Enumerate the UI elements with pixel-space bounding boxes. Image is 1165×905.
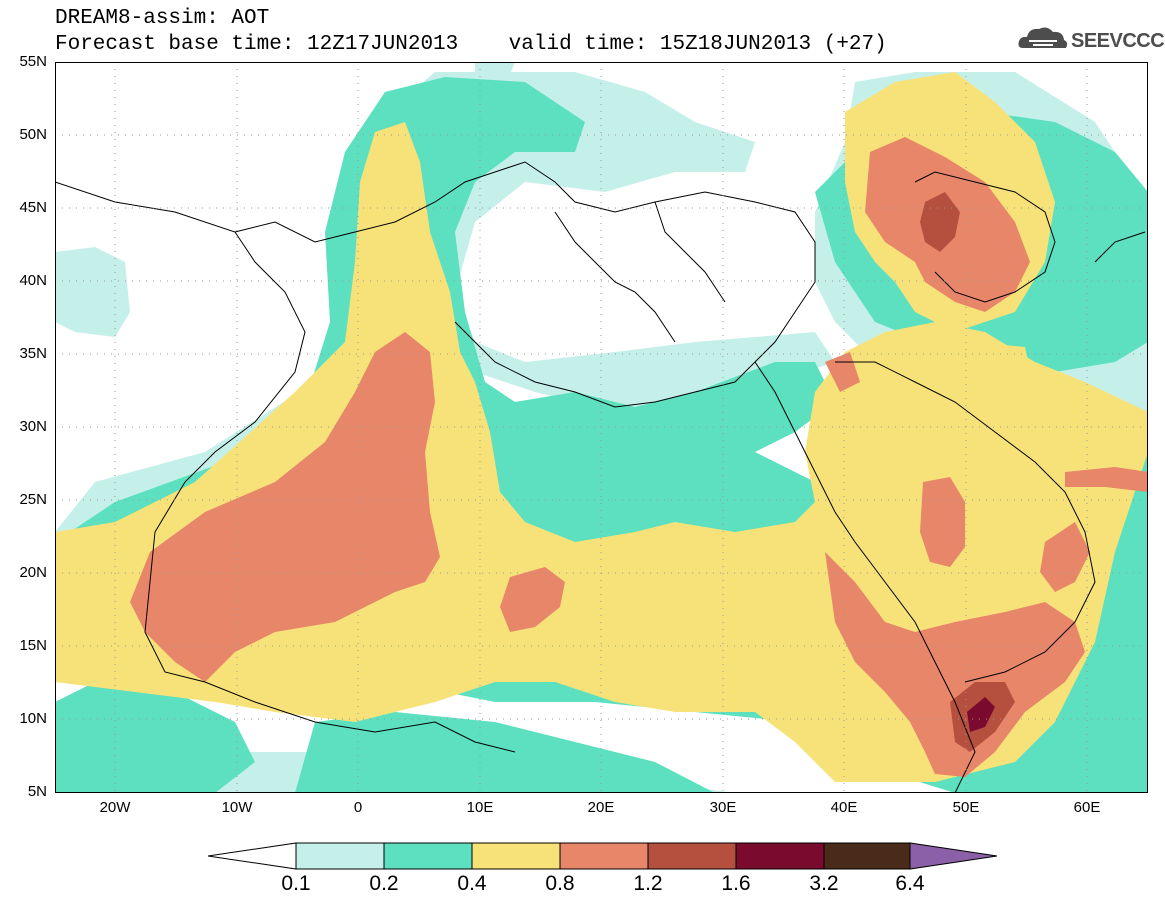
cloud-icon [1018,27,1068,48]
lon-label: 20E [587,799,615,816]
lon-label: 60E [1073,799,1101,816]
lat-label: 30N [19,418,47,435]
colorbar-swatch [559,842,649,870]
colorbar-label: 0.8 [545,872,575,895]
lon-label: 30E [709,799,737,816]
lat-label: 15N [19,637,47,654]
colorbar-label: 1.2 [633,872,663,895]
title-line-1: DREAM8-assim: AOT [55,7,270,30]
logo-text: SEEVCCC [1071,30,1165,52]
lat-label: 5N [27,783,47,800]
lon-label: 20W [99,799,131,816]
lat-label: 50N [19,126,47,143]
lat-label: 55N [19,53,47,70]
lon-label: 0 [353,799,363,816]
colorbar-label: 6.4 [895,872,925,895]
colorbar-swatch [823,842,911,870]
aot-map [55,62,1148,793]
colorbar-swatch [383,842,473,870]
lat-label: 25N [19,491,47,508]
seevccc-logo: SEEVCCC [1017,22,1165,56]
aot-colorbar [208,842,998,870]
gridlines [55,62,1148,793]
lat-label: 10N [19,710,47,727]
lon-label: 40E [830,799,858,816]
aot-band-0.8-1.2 [130,137,1148,777]
colorbar-swatch [471,842,561,870]
lat-label: 45N [19,199,47,216]
aot-contour-map [55,62,1148,793]
lat-label: 20N [19,564,47,581]
colorbar-swatch [295,842,385,870]
colorbar-label: 0.1 [281,872,311,895]
lon-label: 10W [221,799,253,816]
colorbar-arrow-low [208,842,297,870]
title-line-2: Forecast base time: 12Z17JUN2013 valid t… [55,33,887,56]
lon-label: 50E [952,799,980,816]
coastlines [55,161,1146,793]
colorbar-swatch [735,842,825,870]
colorbar-label: 3.2 [809,872,839,895]
colorbar-label: 1.6 [721,872,751,895]
colorbar-arrow-high [909,842,998,870]
lat-label: 40N [19,272,47,289]
lon-label: 10E [466,799,494,816]
colorbar-swatch [647,842,737,870]
aot-band-1.6-3.2 [967,697,995,732]
colorbar-label: 0.4 [457,872,487,895]
lat-label: 35N [19,345,47,362]
colorbar-label: 0.2 [369,872,399,895]
